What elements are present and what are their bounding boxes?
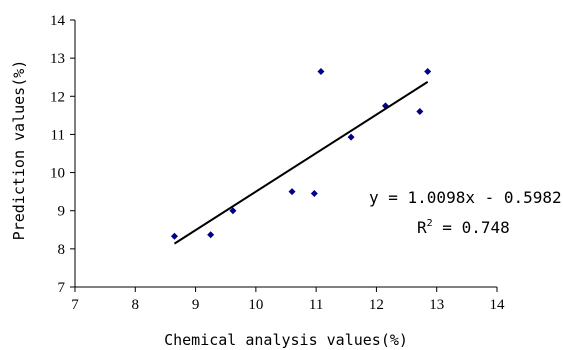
x-ticks: 7 8 9 10 11 12 13 14	[71, 287, 505, 313]
trend-line	[173, 81, 429, 245]
data-point	[310, 190, 318, 198]
data-point	[317, 67, 325, 75]
data-point	[424, 67, 432, 75]
y-tick-label: 13	[50, 51, 65, 67]
x-axis-label: Chemical analysis values(%)	[164, 331, 408, 349]
r2-value: = 0.748	[433, 218, 510, 237]
y-tick-label: 10	[50, 166, 65, 182]
x-tick-label: 9	[192, 297, 200, 313]
x-tick-label: 11	[309, 297, 323, 313]
r2-prefix: R	[417, 218, 427, 237]
x-tick-label: 8	[132, 297, 140, 313]
y-ticks: 7 8 9 10 11 12 13 14	[50, 13, 75, 296]
data-point	[229, 207, 237, 215]
y-tick-label: 12	[50, 89, 65, 105]
data-point	[416, 108, 424, 116]
axes	[74, 20, 497, 288]
r2-superscript: 2	[427, 218, 433, 229]
data-point	[347, 133, 355, 141]
regression-equation: y = 1.0098x - 0.5982	[369, 188, 562, 207]
x-tick-label: 7	[71, 297, 79, 313]
data-point	[170, 232, 178, 240]
data-point	[288, 188, 296, 196]
data-point	[207, 231, 215, 239]
data-points	[170, 67, 432, 240]
x-tick-label: 10	[248, 297, 263, 313]
y-tick-label: 11	[51, 127, 65, 143]
x-tick-label: 12	[369, 297, 384, 313]
y-axis-label: Prediction values(%)	[10, 60, 28, 241]
y-tick-label: 9	[58, 204, 66, 220]
y-tick-label: 7	[58, 280, 66, 296]
y-tick-label: 8	[58, 242, 66, 258]
y-tick-label: 14	[50, 13, 66, 29]
x-tick-label: 13	[429, 297, 444, 313]
x-tick-label: 14	[490, 297, 506, 313]
r-squared: R2 = 0.748	[417, 218, 510, 237]
